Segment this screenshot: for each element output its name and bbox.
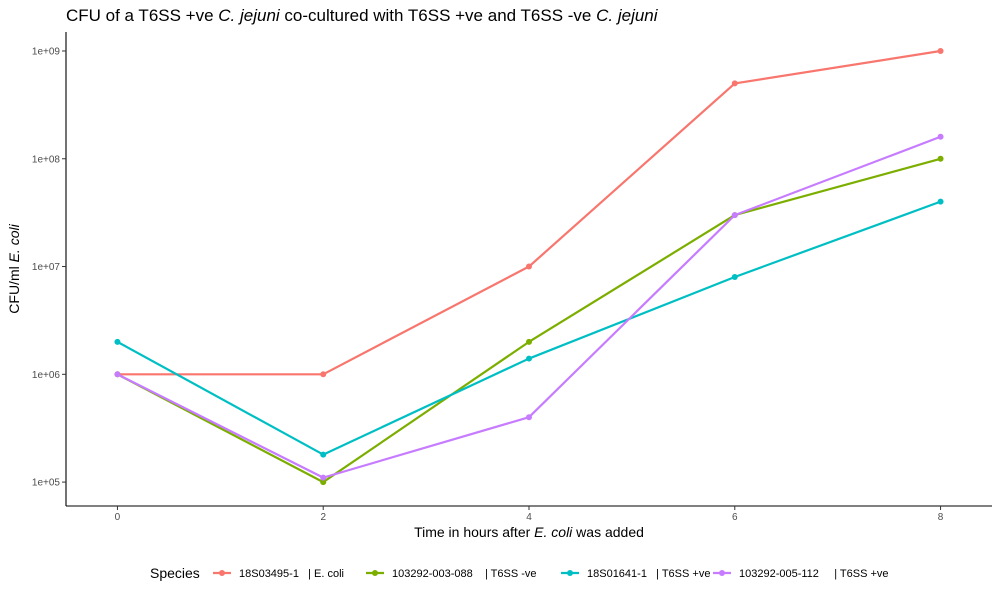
y-tick-label: 1e+09	[32, 46, 61, 57]
data-point	[320, 371, 327, 378]
y-axis-title: CFU/ml E. coli	[6, 223, 22, 313]
legend-item: 103292-003-088 | T6SS -ve	[366, 568, 537, 580]
plot-area: 1e+05 1e+06 1e+07 1e+08 1e+09 0 2 4 6 8	[32, 32, 992, 523]
legend-title: Species	[150, 565, 200, 581]
data-point	[937, 155, 944, 162]
chart-title: CFU of a T6SS +ve C. jejuni co-cultured …	[66, 6, 659, 25]
series-3	[114, 198, 944, 458]
series-4	[114, 133, 944, 481]
data-point	[114, 371, 121, 378]
data-point	[526, 263, 532, 270]
x-tick-label: 4	[526, 512, 532, 523]
x-tick-label: 8	[938, 512, 944, 523]
data-point	[937, 133, 944, 140]
data-point	[526, 414, 532, 421]
legend: Species 18S03495-1 | E. coli 103292-003-0…	[150, 565, 889, 581]
legend-key-point	[372, 570, 378, 576]
data-point	[320, 451, 327, 458]
y-tick-label: 1e+06	[32, 370, 61, 381]
legend-item: 18S01641-1 | T6SS +ve	[561, 568, 710, 580]
legend-item: 18S03495-1 | E. coli	[213, 568, 344, 580]
data-point	[114, 338, 121, 345]
series-line	[117, 49, 941, 376]
data-point	[526, 355, 532, 362]
legend-label: 103292-003-088 | T6SS -ve	[392, 568, 537, 580]
series-line	[116, 157, 941, 484]
x-tick-label: 2	[320, 512, 326, 523]
legend-item: 103292-005-112 | T6SS +ve	[713, 568, 889, 580]
data-point	[731, 80, 738, 87]
legend-items: 18S03495-1 | E. coli 103292-003-088 | T6S…	[213, 568, 889, 580]
data-point	[731, 212, 738, 219]
data-point	[320, 479, 327, 486]
legend-key-point	[719, 570, 725, 576]
x-tick-label: 6	[732, 512, 738, 523]
x-axis-ticks: 0 2 4 6 8	[115, 506, 944, 523]
data-point	[320, 474, 327, 481]
legend-label: 18S01641-1 | T6SS +ve	[587, 568, 710, 580]
legend-label: 18S03495-1 | E. coli	[239, 568, 344, 580]
legend-label: 103292-005-112 | T6SS +ve	[739, 568, 889, 580]
series-1	[114, 47, 944, 378]
data-point	[731, 273, 738, 280]
y-tick-label: 1e+05	[32, 478, 61, 489]
legend-key-point	[567, 570, 573, 576]
x-axis-title: Time in hours after E. coli was added	[414, 524, 644, 540]
y-tick-label: 1e+07	[32, 262, 61, 273]
data-point	[526, 338, 532, 345]
data-point	[937, 198, 944, 205]
data-point	[937, 47, 944, 54]
series-group	[114, 47, 944, 486]
y-axis-ticks: 1e+05 1e+06 1e+07 1e+08 1e+09	[32, 46, 66, 489]
x-tick-label: 0	[115, 512, 121, 523]
series-line	[116, 135, 941, 479]
y-tick-label: 1e+08	[32, 154, 61, 165]
legend-key-point	[219, 570, 225, 576]
